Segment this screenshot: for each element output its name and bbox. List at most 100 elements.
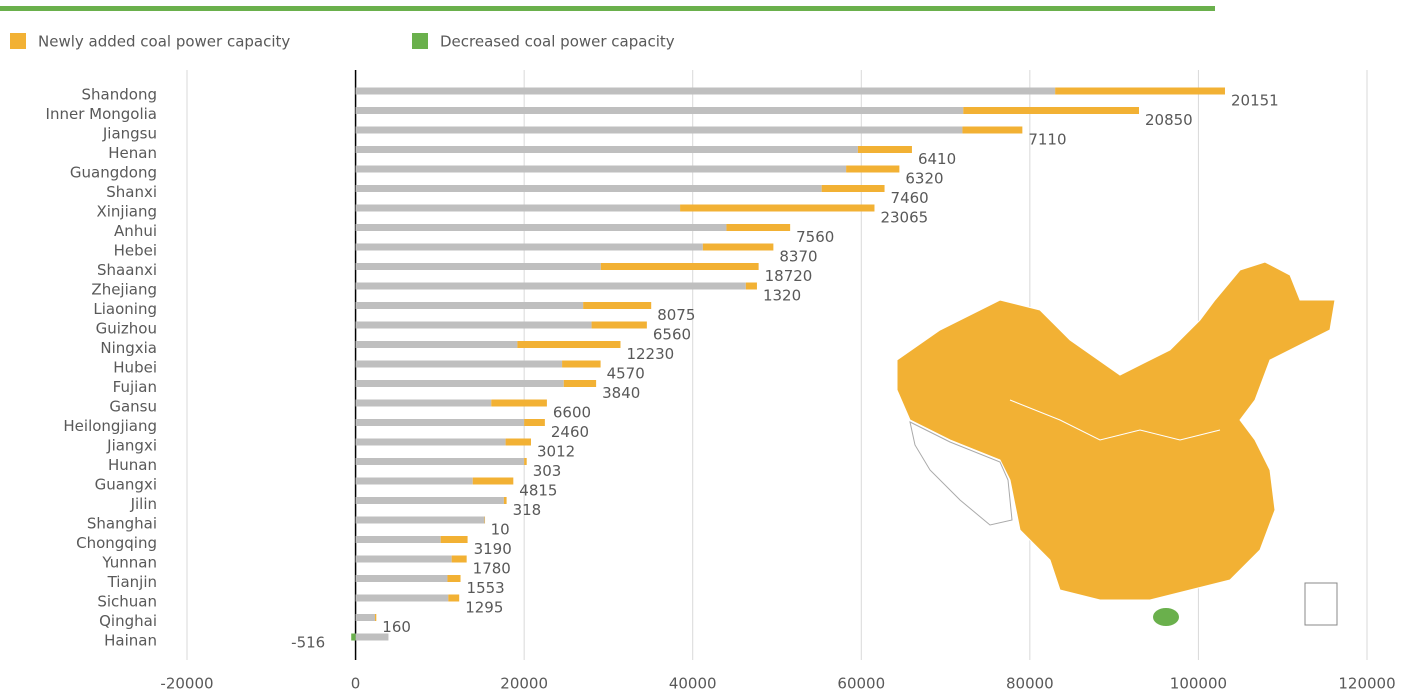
bar-segment	[355, 204, 681, 212]
value-label: 1780	[473, 560, 511, 578]
bar-segment	[505, 438, 531, 446]
map-borders	[1009, 399, 1221, 441]
value-label: 160	[382, 618, 411, 636]
bar-segment	[355, 614, 375, 621]
value-label: 4815	[519, 482, 557, 500]
y-tick-label: Tianjin	[107, 573, 157, 591]
y-tick-label: Jiangxi	[106, 437, 157, 455]
bar-segment	[355, 536, 441, 543]
value-label: 8075	[657, 306, 695, 324]
y-tick-label: Jiangsu	[102, 125, 157, 143]
bar-segment	[963, 107, 1140, 114]
value-label: 6600	[553, 404, 591, 422]
bar-segment	[355, 87, 1056, 95]
value-label: 6410	[918, 150, 956, 168]
top-rule	[0, 6, 1215, 11]
bar-segment	[355, 165, 847, 173]
x-tick-label: 40000	[669, 675, 717, 693]
y-tick-label: Shandong	[82, 86, 157, 104]
y-tick-label: Shanxi	[106, 183, 157, 201]
value-label: 2460	[551, 423, 589, 441]
bar-segment	[591, 321, 647, 329]
bar-segment	[355, 575, 448, 582]
value-label: 23065	[880, 209, 928, 227]
bar-segment	[451, 555, 467, 563]
value-label: 20850	[1145, 111, 1193, 129]
bar-segment	[484, 516, 486, 524]
bar-segment	[355, 438, 506, 446]
bar-segment	[472, 477, 514, 485]
legend-swatch	[10, 33, 26, 49]
value-label: 7110	[1028, 131, 1066, 149]
bar-segment	[600, 263, 759, 270]
y-tick-label: Qinghai	[99, 612, 157, 630]
y-tick-label: Shaanxi	[97, 261, 157, 279]
bar-segment	[517, 341, 621, 348]
bar-segment	[355, 419, 525, 426]
bar-segment	[857, 146, 912, 153]
value-label: 8370	[779, 248, 817, 266]
bar-segment	[351, 633, 356, 641]
y-tick-label: Hunan	[108, 456, 157, 474]
bar-segment	[374, 614, 377, 621]
y-tick-label: Fujian	[113, 378, 157, 396]
bar-segment	[355, 243, 703, 251]
value-label: 1553	[467, 579, 505, 597]
bar-segment	[1055, 87, 1225, 95]
y-tick-label: Gansu	[109, 398, 157, 416]
y-tick-label: Hubei	[113, 359, 157, 377]
value-label: 18720	[765, 267, 813, 285]
bar-segment	[355, 126, 963, 134]
bar-segment	[524, 458, 527, 465]
bar-segment	[355, 321, 592, 329]
x-tick-label: 20000	[500, 675, 548, 693]
bar-segment	[680, 204, 875, 212]
y-tick-label: Hainan	[104, 632, 157, 650]
bar-segment	[962, 126, 1023, 134]
y-tick-label: Hebei	[114, 242, 157, 260]
y-tick-label: Chongqing	[76, 534, 157, 552]
bar-segment	[355, 594, 449, 602]
bar-segment	[355, 458, 525, 465]
bar-segment	[355, 263, 601, 270]
legend-swatch	[412, 33, 428, 49]
bar-segment	[355, 224, 727, 231]
x-tick-label: 100000	[1170, 675, 1227, 693]
bar-segment	[355, 341, 518, 348]
bar-segment	[821, 185, 885, 192]
bar-segment	[448, 594, 460, 602]
value-label: -516	[291, 634, 325, 652]
bar-segment	[355, 146, 858, 153]
map	[896, 261, 1338, 626]
y-tick-label: Liaoning	[93, 300, 157, 318]
x-tick-label: 0	[351, 675, 361, 693]
bar-segment	[355, 185, 822, 192]
value-label: 12230	[626, 345, 674, 363]
bar-segment	[503, 497, 507, 504]
y-tick-label: Guangdong	[70, 164, 157, 182]
map-region	[909, 421, 1013, 526]
bar-segment	[846, 165, 900, 173]
value-label: 3190	[474, 540, 512, 558]
bar-segment	[447, 575, 461, 582]
map-inset	[1304, 582, 1338, 626]
y-tick-label: Guizhou	[96, 320, 157, 338]
x-tick-label: 60000	[837, 675, 885, 693]
value-label: 6560	[653, 326, 691, 344]
bar-segment	[440, 536, 468, 543]
bar-segment	[745, 282, 757, 290]
value-label: 7560	[796, 228, 834, 246]
value-label: 3012	[537, 443, 575, 461]
bar-segment	[355, 360, 563, 368]
value-label: 318	[513, 501, 542, 519]
bar-segment	[524, 419, 545, 426]
bar-segment	[702, 243, 774, 251]
y-tick-label: Zhejiang	[91, 281, 157, 299]
bar-segment	[491, 399, 547, 407]
bar-segment	[562, 360, 601, 368]
y-tick-label: Henan	[108, 144, 157, 162]
y-tick-label: Guangxi	[95, 476, 157, 494]
bar-segment	[355, 302, 584, 309]
legend-label: Decreased coal power capacity	[440, 33, 675, 51]
y-tick-label: Ningxia	[100, 339, 157, 357]
